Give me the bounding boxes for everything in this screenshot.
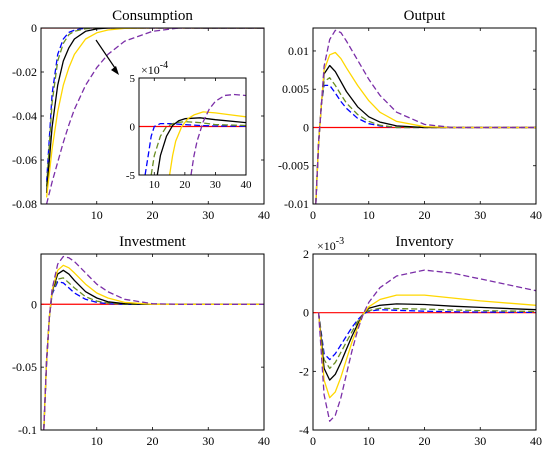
series-line-5 (43, 255, 264, 430)
x-tick-label: 20 (147, 434, 159, 448)
y-tick-label: 0 (130, 122, 136, 134)
x-tick-label: 40 (241, 179, 253, 191)
zoom-arrow-shaft (95, 39, 118, 72)
x-tick-label: 10 (91, 208, 103, 222)
series-line-4 (45, 28, 264, 198)
plot-frame (138, 77, 247, 176)
y-tick-label: -0.05 (12, 360, 37, 374)
series-line-5 (190, 93, 246, 175)
x-tick-label: 40 (530, 434, 542, 448)
series-line-4 (315, 51, 536, 204)
panel-title: Consumption (112, 8, 193, 24)
zoom-arrow (95, 39, 119, 75)
axis-exponent-label: ×10-3 (317, 236, 344, 253)
y-tick-label: 0 (303, 120, 309, 134)
panel-title: Inventory (395, 234, 454, 250)
x-tick-label: 30 (202, 208, 214, 222)
y-tick-label: -5 (126, 170, 136, 182)
y-tick-label: 0 (303, 306, 309, 320)
y-tick-label: 0.01 (288, 44, 309, 58)
x-tick-label: 10 (363, 434, 375, 448)
x-tick-label: 30 (474, 208, 486, 222)
y-tick-label: 2 (303, 247, 309, 261)
plot-background (313, 254, 536, 430)
y-tick-label: -0.04 (12, 109, 37, 123)
plot-frame (40, 253, 265, 431)
plot-background (313, 28, 536, 204)
panel-3: 10 20 30 40 0 -0.05 -0.1 Investment (12, 234, 270, 448)
y-tick-label: -0.1 (18, 423, 37, 437)
y-tick-label: 0 (31, 297, 37, 311)
y-tick-label: -0.01 (284, 197, 309, 211)
x-tick-label: 40 (258, 434, 270, 448)
x-tick-label: 40 (258, 208, 270, 222)
series-line-1 (45, 28, 264, 183)
panel-title: Output (404, 8, 447, 24)
series-line-1 (144, 122, 246, 175)
series-line-2 (45, 28, 264, 187)
plot-frame (40, 27, 265, 205)
x-tick-label: 10 (363, 208, 375, 222)
y-tick-label: 5 (130, 73, 136, 85)
series-line-3 (156, 117, 246, 175)
plot-frame (312, 27, 537, 205)
x-tick-label: 30 (210, 179, 222, 191)
x-tick-label: 30 (202, 434, 214, 448)
plot-frame (312, 253, 537, 431)
series-line-5 (317, 269, 536, 422)
panel-title: Investment (119, 234, 186, 250)
axis-exponent-label: ×10-4 (141, 60, 168, 77)
x-tick-label: 10 (91, 434, 103, 448)
x-tick-label: 0 (310, 434, 316, 448)
x-tick-label: 20 (179, 179, 191, 191)
y-tick-label: -0.005 (278, 159, 309, 173)
series-line-4 (317, 294, 536, 399)
x-tick-label: 40 (530, 208, 542, 222)
series-line-5 (315, 29, 536, 204)
y-tick-label: 0 (31, 21, 37, 35)
y-tick-label: -2 (299, 364, 309, 378)
series-line-3 (45, 28, 264, 194)
zoom-arrow-head (111, 66, 119, 75)
y-tick-label: -4 (299, 423, 309, 437)
y-tick-label: -0.08 (12, 197, 37, 211)
y-tick-label: -0.02 (12, 65, 37, 79)
x-tick-label: 20 (419, 434, 431, 448)
x-tick-label: 10 (149, 179, 161, 191)
series-line-4 (168, 111, 246, 175)
series-line-2 (317, 307, 536, 370)
panel-2: 0 10 20 30 40 0.01 0.005 0 -0.005 -0.01 Output (278, 8, 542, 222)
y-tick-label: 0.005 (282, 82, 309, 96)
x-tick-label: 20 (147, 208, 159, 222)
x-tick-label: 20 (419, 208, 431, 222)
x-tick-label: 0 (310, 208, 316, 222)
y-tick-label: -0.06 (12, 153, 37, 167)
x-tick-label: 30 (474, 434, 486, 448)
series-line-2 (43, 277, 264, 430)
